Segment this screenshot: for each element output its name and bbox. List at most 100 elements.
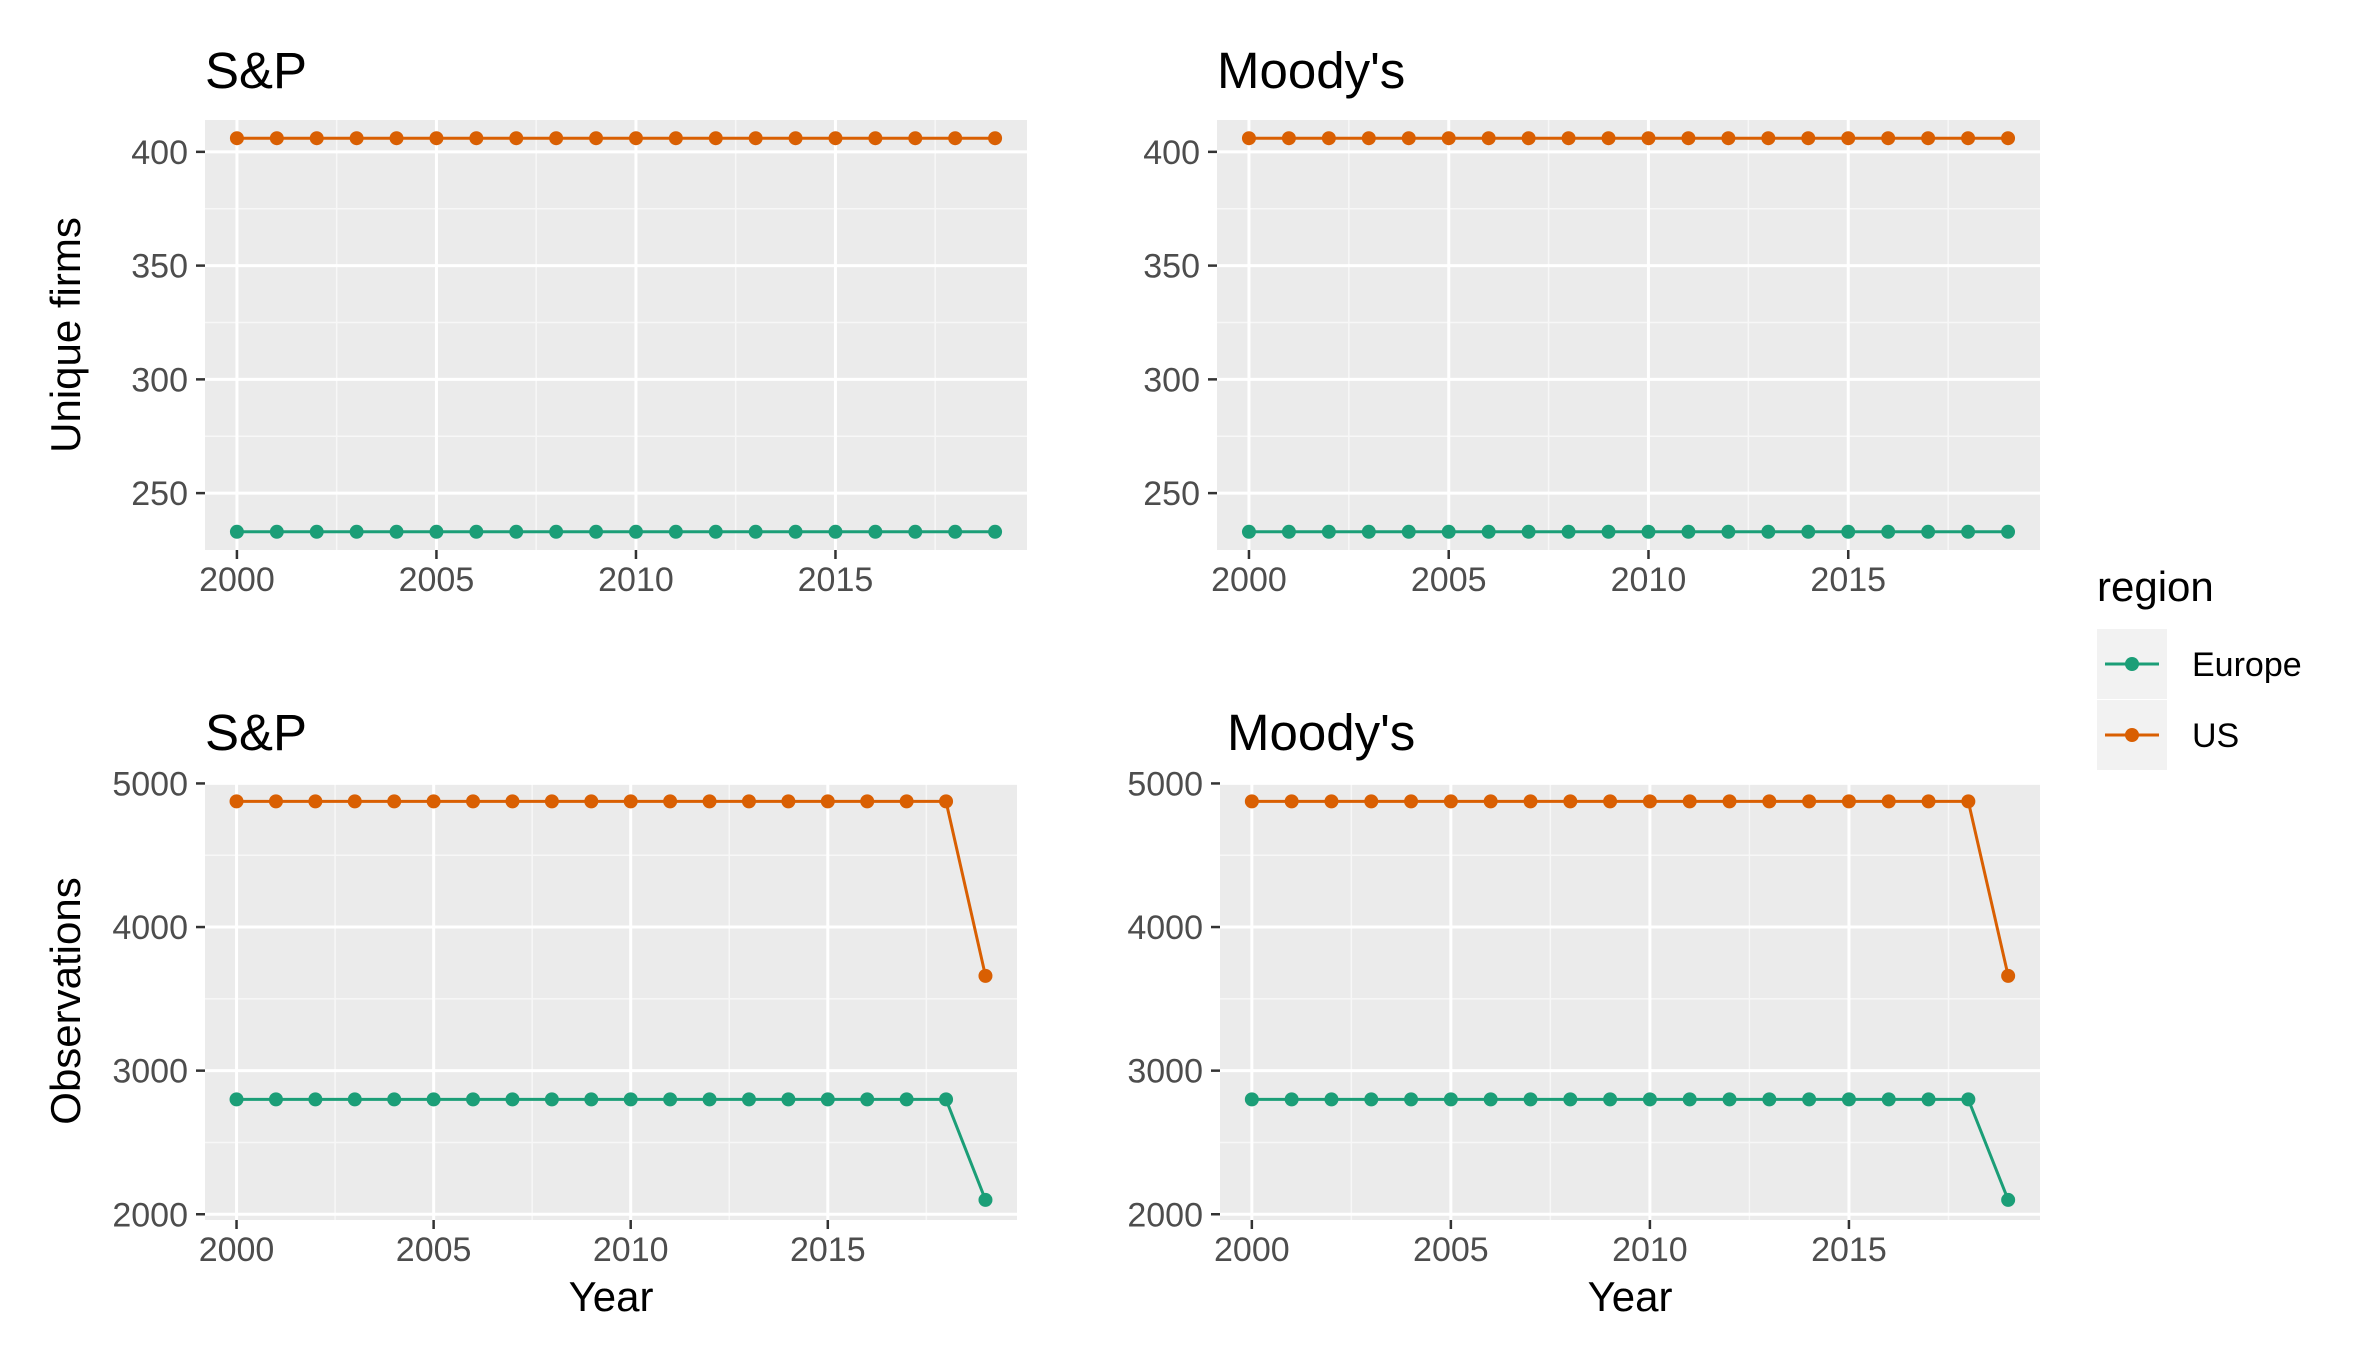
x-axis-title: Year	[1588, 1273, 1673, 1320]
data-point-us	[347, 794, 362, 809]
data-point-us	[229, 794, 244, 809]
data-point-us	[908, 131, 923, 146]
data-point-europe	[229, 524, 244, 539]
data-point-europe	[1481, 524, 1496, 539]
data-point-europe	[509, 524, 524, 539]
x-axis-title: Year	[569, 1273, 654, 1320]
data-point-europe	[505, 1092, 520, 1107]
data-point-europe	[788, 524, 803, 539]
data-point-us	[1483, 794, 1498, 809]
y-axis-title: Unique firms	[42, 217, 89, 453]
tick-label-x: 2010	[598, 561, 674, 599]
data-point-europe	[939, 1092, 954, 1107]
data-point-us	[899, 794, 914, 809]
data-point-us	[1841, 131, 1856, 146]
tick-label-y: 350	[1143, 248, 1200, 286]
data-point-us	[828, 131, 843, 146]
data-point-europe	[1881, 1092, 1896, 1107]
legend-label: US	[2192, 717, 2239, 755]
data-point-us	[544, 794, 559, 809]
tick-label-y: 400	[1143, 134, 1200, 172]
tick-label-x: 2015	[790, 1231, 866, 1269]
tick-label-y: 4000	[112, 909, 188, 947]
tick-label-x: 2000	[199, 561, 275, 599]
data-point-us	[978, 968, 993, 983]
tick-label-y: 2000	[112, 1196, 188, 1234]
data-point-us	[1481, 131, 1496, 146]
data-point-europe	[1603, 1092, 1618, 1107]
tick-label-y: 250	[131, 475, 188, 513]
plot-background	[1220, 782, 2040, 1220]
data-point-europe	[1802, 1092, 1817, 1107]
data-point-europe	[860, 1092, 875, 1107]
data-point-europe	[623, 1092, 638, 1107]
data-point-europe	[1324, 1092, 1339, 1107]
data-point-europe	[988, 524, 1003, 539]
legend-label: Europe	[2192, 646, 2302, 684]
data-point-us	[663, 794, 678, 809]
data-point-europe	[1364, 1092, 1379, 1107]
data-point-us	[1921, 794, 1936, 809]
data-point-us	[741, 794, 756, 809]
data-point-us	[1284, 794, 1299, 809]
data-point-us	[939, 794, 954, 809]
data-point-us	[1722, 794, 1737, 809]
data-point-us	[702, 794, 717, 809]
chart-panel-2: 2000 2005 2010 2015 250 300 350 400 Moody's	[1143, 42, 2040, 599]
data-point-europe	[1521, 524, 1536, 539]
data-point-us	[2001, 131, 2016, 146]
data-point-europe	[1642, 1092, 1657, 1107]
data-point-europe	[1281, 524, 1296, 539]
tick-label-x: 2015	[798, 561, 874, 599]
tick-label-y: 400	[131, 134, 188, 172]
data-point-us	[1401, 131, 1416, 146]
data-point-europe	[702, 1092, 717, 1107]
tick-label-y: 3000	[1127, 1053, 1203, 1091]
tick-label-y: 350	[131, 248, 188, 286]
data-point-us	[1682, 794, 1697, 809]
data-point-us	[1443, 794, 1458, 809]
tick-label-x: 2005	[1411, 561, 1487, 599]
data-point-us	[623, 794, 638, 809]
data-point-europe	[584, 1092, 599, 1107]
plot-background	[1217, 120, 2040, 550]
data-point-europe	[1722, 1092, 1737, 1107]
data-point-us	[1762, 794, 1777, 809]
data-point-europe	[1961, 1092, 1976, 1107]
data-point-europe	[1961, 524, 1976, 539]
data-point-europe	[978, 1192, 993, 1207]
legend-key-point	[2125, 728, 2139, 742]
data-point-europe	[2001, 1192, 2016, 1207]
data-point-us	[308, 794, 323, 809]
data-point-europe	[387, 1092, 402, 1107]
tick-label-y: 5000	[112, 765, 188, 803]
data-point-europe	[2001, 524, 2016, 539]
data-point-europe	[708, 524, 723, 539]
tick-label-x: 2015	[1810, 561, 1886, 599]
data-point-us	[549, 131, 564, 146]
chart-panel-3: 2000 2005 2010 2015 2000 3000 4000 5000 S&P Obser…	[42, 704, 1017, 1320]
data-point-us	[1601, 131, 1616, 146]
tick-label-x: 2000	[199, 1231, 275, 1269]
data-point-us	[788, 131, 803, 146]
data-point-us	[466, 794, 481, 809]
data-point-us	[1521, 131, 1536, 146]
data-point-us	[589, 131, 604, 146]
data-point-us	[868, 131, 883, 146]
chart-panel-1: 2000 2005 2010 2015 250 300 350 400 S&P Unique fi…	[42, 42, 1027, 599]
data-point-europe	[668, 524, 683, 539]
data-point-europe	[1321, 524, 1336, 539]
data-point-us	[1324, 794, 1339, 809]
data-point-europe	[549, 524, 564, 539]
data-point-europe	[1523, 1092, 1538, 1107]
data-point-europe	[868, 524, 883, 539]
data-point-us	[1241, 131, 1256, 146]
data-point-us	[1961, 131, 1976, 146]
data-point-europe	[1483, 1092, 1498, 1107]
data-point-us	[429, 131, 444, 146]
tick-label-y: 5000	[1127, 765, 1203, 803]
data-point-europe	[429, 524, 444, 539]
panel-title: Moody's	[1217, 42, 1405, 99]
data-point-us	[820, 794, 835, 809]
